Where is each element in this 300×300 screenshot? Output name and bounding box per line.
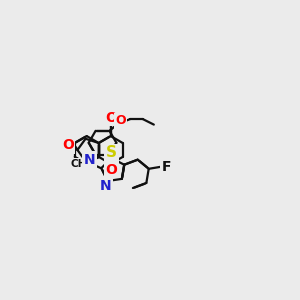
Text: N: N	[100, 179, 111, 194]
Text: N: N	[84, 153, 95, 166]
Text: O: O	[105, 110, 117, 124]
Text: CH₃: CH₃	[71, 159, 92, 169]
Text: F: F	[162, 160, 171, 174]
Text: S: S	[106, 145, 117, 160]
Text: O: O	[106, 163, 118, 177]
Text: O: O	[62, 138, 74, 152]
Text: O: O	[116, 114, 126, 127]
